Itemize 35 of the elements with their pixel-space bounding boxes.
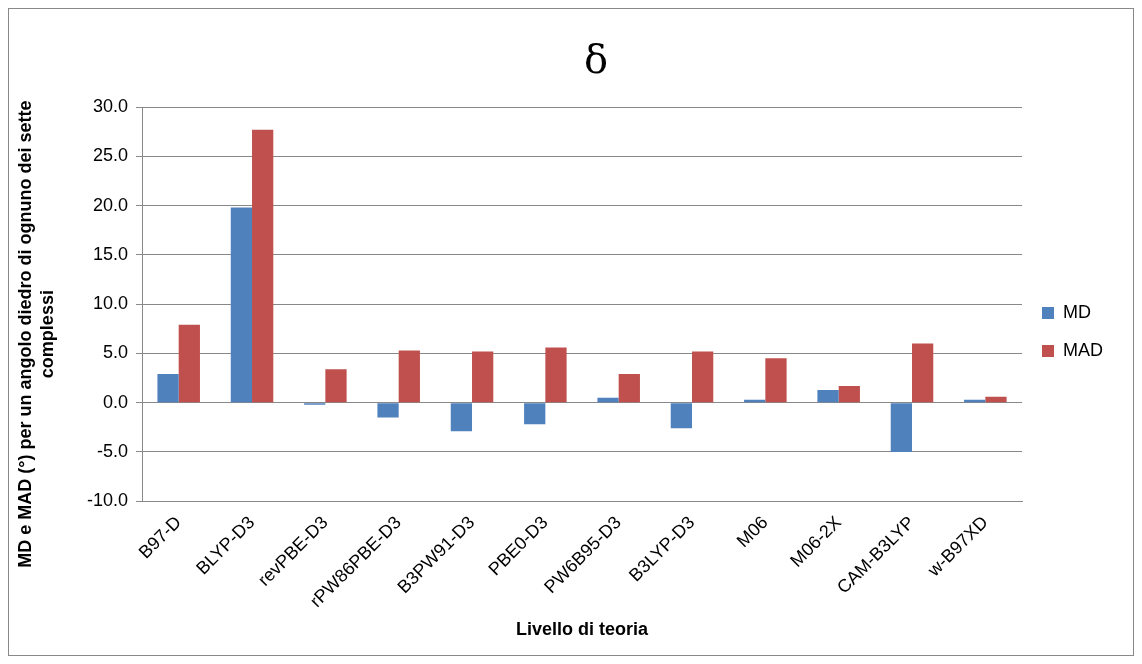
y-tick-label: 15.0: [92, 243, 129, 264]
bar: [252, 129, 274, 403]
legend-label: MAD: [1063, 339, 1103, 360]
y-tick-label: -5.0: [97, 440, 129, 461]
bar: [670, 403, 693, 429]
bar: [692, 351, 714, 403]
bar: [985, 396, 1007, 403]
bar: [377, 403, 399, 418]
bar: [765, 358, 787, 403]
bar: [890, 403, 912, 452]
y-tick-label: 0.0: [103, 391, 129, 412]
bar: [450, 403, 473, 432]
bar: [545, 347, 567, 403]
y-tick-label: -10.0: [87, 490, 129, 511]
bar: [472, 351, 494, 403]
bar: [838, 385, 860, 403]
bar: [398, 350, 420, 403]
bar: [524, 403, 546, 425]
y-tick-label: 25.0: [92, 145, 129, 166]
x-axis-title: Livello di teoria: [516, 619, 650, 640]
bar: [618, 374, 640, 403]
y-tick-label: 10.0: [92, 293, 129, 314]
y-axis-title: MD e MAD (°) per un angolo diedro di ognuno dei sette complessi: [14, 100, 57, 568]
bar: [912, 343, 934, 403]
y-tick-label: 5.0: [103, 342, 129, 363]
bar: [157, 374, 179, 403]
chart-title: δ: [583, 36, 609, 83]
bar: [597, 397, 619, 403]
y-tick-label: 30.0: [92, 95, 129, 116]
y-tick-label: 20.0: [92, 194, 129, 215]
bar: [325, 369, 347, 403]
bar: [178, 324, 200, 403]
legend-label: MD: [1063, 301, 1091, 322]
bar: [817, 389, 839, 403]
bar: [230, 207, 253, 403]
